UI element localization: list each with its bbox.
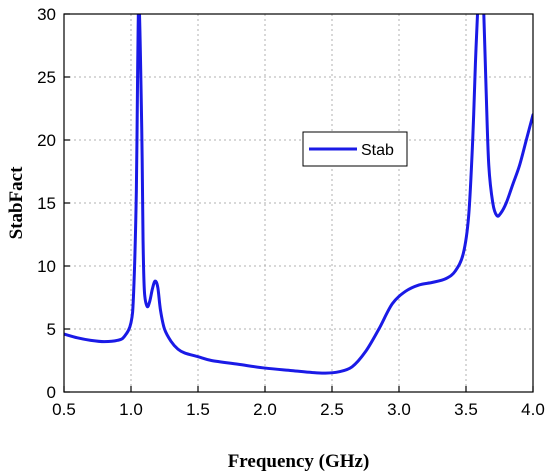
legend-label-stab: Stab [361, 142, 394, 159]
x-tick-label: 0.5 [52, 400, 76, 419]
y-tick-label: 25 [37, 68, 56, 87]
y-tick-label: 30 [37, 5, 56, 24]
axis-ticks: 0.5 1.0 1.5 2.0 2.5 3.0 3.5 4.0 0 5 10 15 20 25 30 [37, 5, 545, 419]
x-tick-label: 2.5 [320, 400, 344, 419]
y-axis-title: StabFact [6, 166, 27, 240]
x-tick-label: 2.0 [253, 400, 277, 419]
x-tick-label: 3.5 [454, 400, 478, 419]
x-tick-label: 1.5 [186, 400, 210, 419]
x-tick-label: 3.0 [387, 400, 411, 419]
y-tick-label: 5 [47, 320, 56, 339]
legend: Stab [302, 131, 408, 167]
y-tick-label: 15 [37, 194, 56, 213]
series-layer [64, 14, 533, 375]
y-tick-label: 20 [37, 131, 56, 150]
x-tick-label: 1.0 [119, 400, 143, 419]
y-tick-label: 0 [47, 383, 56, 402]
x-tick-label: 4.0 [521, 400, 545, 419]
grid-lines [64, 14, 533, 392]
x-axis-title: Frequency (GHz) [228, 451, 370, 472]
series-line-stab [64, 14, 533, 375]
y-tick-label: 10 [37, 257, 56, 276]
